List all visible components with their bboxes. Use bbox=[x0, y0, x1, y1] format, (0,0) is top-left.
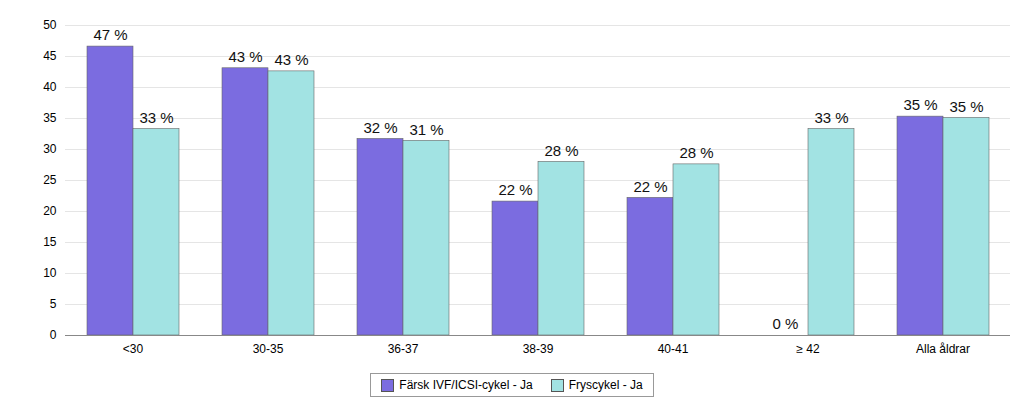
svg-text:≥ 42: ≥ 42 bbox=[796, 342, 820, 356]
svg-text:25: 25 bbox=[43, 173, 57, 187]
svg-text:15: 15 bbox=[43, 235, 57, 249]
svg-text:20: 20 bbox=[43, 204, 57, 218]
svg-text:30: 30 bbox=[43, 142, 57, 156]
svg-text:40-41: 40-41 bbox=[658, 342, 689, 356]
svg-text:45: 45 bbox=[43, 49, 57, 63]
svg-text:40: 40 bbox=[43, 80, 57, 94]
svg-text:<30: <30 bbox=[123, 342, 144, 356]
svg-text:43 %: 43 % bbox=[274, 51, 308, 68]
svg-text:0: 0 bbox=[50, 328, 57, 342]
svg-text:Alla åldrar: Alla åldrar bbox=[916, 342, 970, 356]
svg-text:47 %: 47 % bbox=[93, 26, 127, 43]
svg-text:33 %: 33 % bbox=[139, 109, 173, 126]
svg-text:35 %: 35 % bbox=[949, 98, 983, 115]
svg-text:28 %: 28 % bbox=[544, 142, 578, 159]
svg-text:36-37: 36-37 bbox=[388, 342, 419, 356]
svg-text:31 %: 31 % bbox=[409, 121, 443, 138]
svg-text:38-39: 38-39 bbox=[523, 342, 554, 356]
svg-text:35 %: 35 % bbox=[903, 96, 937, 113]
svg-text:33 %: 33 % bbox=[814, 109, 848, 126]
svg-text:5: 5 bbox=[50, 297, 57, 311]
svg-text:0 %: 0 % bbox=[773, 315, 799, 332]
html-text:Fryscykel - Ja: Fryscykel - Ja bbox=[568, 378, 643, 392]
svg-text:10: 10 bbox=[43, 266, 57, 280]
svg-text:43 %: 43 % bbox=[228, 48, 262, 65]
svg-text:32 %: 32 % bbox=[363, 119, 397, 136]
html-text:Färsk IVF/ICSI-cykel - Ja: Färsk IVF/ICSI-cykel - Ja bbox=[399, 378, 533, 392]
svg-text:35: 35 bbox=[43, 111, 57, 125]
svg-text:22 %: 22 % bbox=[633, 178, 667, 195]
svg-text:30-35: 30-35 bbox=[253, 342, 284, 356]
svg-text:28 %: 28 % bbox=[679, 144, 713, 161]
svg-text:22 %: 22 % bbox=[498, 181, 532, 198]
svg-text:50: 50 bbox=[43, 18, 57, 32]
